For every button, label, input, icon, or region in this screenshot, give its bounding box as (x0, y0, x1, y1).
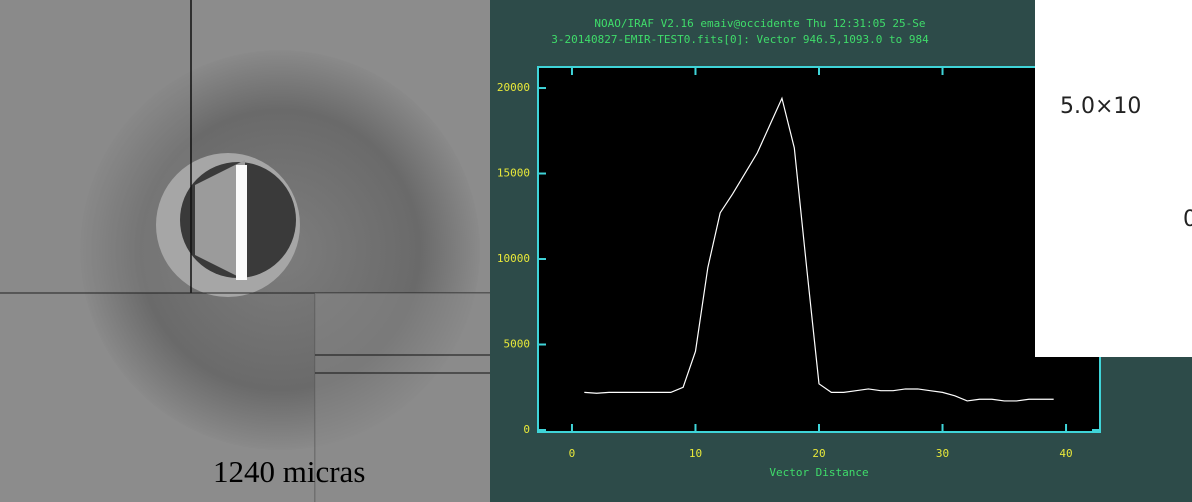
x-tick-label: 30 (936, 447, 949, 460)
panel-zero-label: 0 (1183, 207, 1192, 232)
page: 0 10 20 30 40 0 5000 10000 15000 20000 NOAO/IRAF … (0, 0, 1192, 502)
right-panel: 5.0×10 0 (1035, 0, 1192, 357)
image-label: 1240 micras (213, 454, 365, 489)
y-tick-label: 0 (523, 423, 530, 436)
composite: 0 10 20 30 40 0 5000 10000 15000 20000 NOAO/IRAF … (0, 0, 1192, 502)
detector-image: 1240 micras (0, 0, 490, 502)
x-tick-label: 0 (569, 447, 576, 460)
x-tick-label: 10 (689, 447, 702, 460)
y-tick-label: 10000 (497, 252, 530, 265)
x-axis-label: Vector Distance (769, 466, 868, 479)
panel-tick-label: 5.0×10 (1060, 94, 1141, 119)
x-tick-label: 20 (812, 447, 825, 460)
x-tick-label: 40 (1059, 447, 1072, 460)
y-tick-label: 5000 (504, 338, 531, 351)
y-tick-label: 15000 (497, 167, 530, 180)
plot-area (538, 67, 1100, 432)
header-line: NOAO/IRAF V2.16 emaiv@occidente Thu 12:3… (594, 17, 925, 30)
y-tick-label: 20000 (497, 81, 530, 94)
header-line: 3-20140827-EMIR-TEST0.fits[0]: Vector 94… (551, 33, 929, 46)
